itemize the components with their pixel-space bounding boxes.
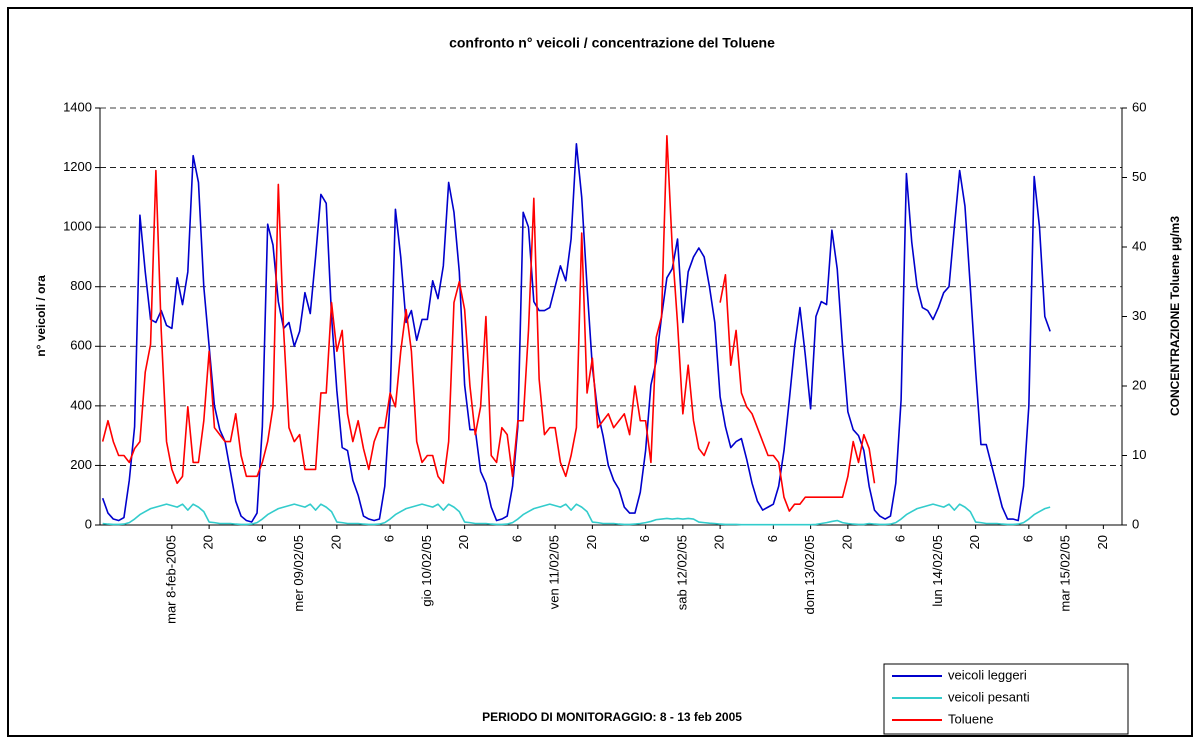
y2-tick-label: 20 (1132, 377, 1146, 392)
legend-label: veicoli leggeri (948, 667, 1027, 682)
x-tick-label: 20 (839, 535, 854, 549)
x-tick-label: 20 (1095, 535, 1110, 549)
x-tick-label: sab 12/02/05 (674, 535, 689, 610)
x-tick-label: 20 (201, 535, 216, 549)
x-tick-label: 6 (1020, 535, 1035, 542)
x-tick-label: 6 (509, 535, 524, 542)
legend-label: Toluene (948, 711, 994, 726)
y-tick-label: 600 (70, 338, 92, 353)
x-tick-label: mar 15/02/05 (1058, 535, 1073, 612)
series-line (101, 135, 876, 512)
x-tick-label: mer 09/02/05 (291, 535, 306, 612)
y-axis-title: n° veicoli / ora (34, 275, 48, 357)
chart-subtitle: PERIODO DI MONITORAGGIO: 8 - 13 feb 2005 (482, 710, 742, 724)
y2-tick-label: 40 (1132, 238, 1146, 253)
x-tick-label: 20 (712, 535, 727, 549)
x-tick-label: ven 11/02/05 (547, 535, 562, 609)
x-tick-label: 20 (328, 535, 343, 549)
series-line (102, 503, 1051, 526)
frame (7, 7, 1193, 737)
series-line (101, 142, 1051, 523)
x-tick-label: 6 (765, 535, 780, 542)
x-tick-label: dom 13/02/05 (802, 535, 817, 615)
y2-tick-label: 10 (1132, 447, 1146, 462)
x-tick-label: 6 (637, 535, 652, 542)
x-tick-label: 6 (382, 535, 397, 542)
y-tick-label: 1200 (63, 159, 92, 174)
x-tick-label: 20 (456, 535, 471, 549)
x-tick-label: lun 14/02/05 (930, 535, 945, 607)
x-tick-label: gio 10/02/05 (419, 535, 434, 607)
y2-axis-title: CONCENTRAZIONE Toluene µg/m3 (1168, 216, 1182, 416)
x-tick-label: 6 (893, 535, 908, 542)
legend-label: veicoli pesanti (948, 689, 1030, 704)
y-tick-label: 1400 (63, 99, 92, 114)
y-tick-label: 1000 (63, 219, 92, 234)
x-tick-label: 20 (584, 535, 599, 549)
y-tick-label: 400 (70, 397, 92, 412)
y2-tick-label: 30 (1132, 308, 1146, 323)
y2-tick-label: 0 (1132, 516, 1139, 531)
y-tick-label: 200 (70, 457, 92, 472)
x-tick-label: mar 8-feb-2005 (163, 535, 178, 624)
chart-title: confronto n° veicoli / concentrazione de… (449, 35, 775, 51)
x-tick-label: 6 (254, 535, 269, 542)
y2-tick-label: 60 (1132, 99, 1146, 114)
y2-tick-label: 50 (1132, 169, 1146, 184)
x-tick-label: 20 (967, 535, 982, 549)
y-tick-label: 0 (85, 516, 92, 531)
y-tick-label: 800 (70, 278, 92, 293)
